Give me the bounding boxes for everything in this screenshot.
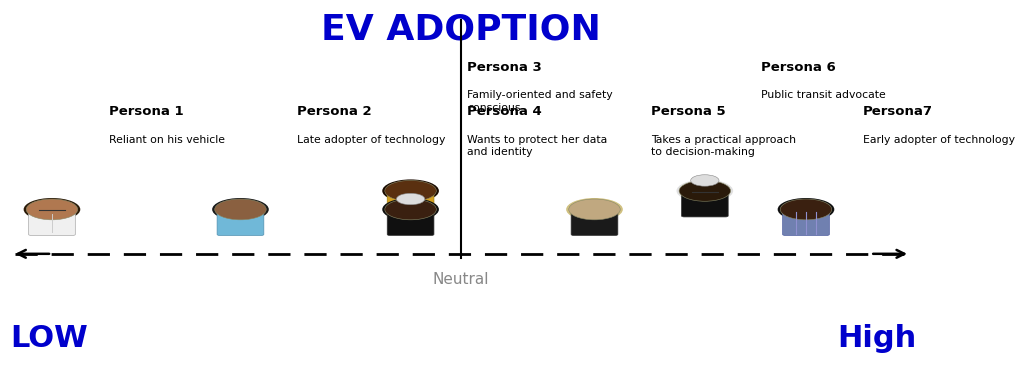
- Circle shape: [568, 199, 621, 220]
- FancyBboxPatch shape: [782, 211, 829, 236]
- Circle shape: [215, 199, 266, 220]
- Circle shape: [677, 180, 733, 202]
- Text: Persona 3: Persona 3: [467, 61, 542, 74]
- Text: Persona 1: Persona 1: [109, 105, 183, 118]
- Text: Public transit advocate: Public transit advocate: [762, 91, 886, 101]
- FancyBboxPatch shape: [233, 208, 248, 214]
- FancyBboxPatch shape: [587, 208, 602, 214]
- FancyBboxPatch shape: [682, 192, 728, 217]
- Circle shape: [679, 181, 730, 201]
- Circle shape: [385, 181, 436, 201]
- Text: Reliant on his vehicle: Reliant on his vehicle: [109, 135, 224, 145]
- Circle shape: [382, 198, 439, 221]
- Text: Neutral: Neutral: [433, 272, 489, 287]
- FancyBboxPatch shape: [387, 192, 434, 217]
- Circle shape: [382, 180, 439, 202]
- FancyBboxPatch shape: [403, 208, 418, 214]
- Text: Late adopter of technology: Late adopter of technology: [297, 135, 445, 145]
- Text: Takes a practical approach
to decision-making: Takes a practical approach to decision-m…: [651, 135, 796, 157]
- Text: LOW: LOW: [10, 324, 88, 353]
- Circle shape: [385, 199, 436, 220]
- FancyBboxPatch shape: [697, 189, 712, 195]
- Circle shape: [566, 198, 623, 221]
- Text: Persona 5: Persona 5: [651, 105, 726, 118]
- FancyBboxPatch shape: [217, 211, 264, 236]
- Text: Persona 2: Persona 2: [297, 105, 372, 118]
- Text: Wants to protect her data
and identity: Wants to protect her data and identity: [467, 135, 607, 157]
- Circle shape: [777, 198, 835, 221]
- Text: Early adopter of technology: Early adopter of technology: [862, 135, 1015, 145]
- Text: Family-oriented and safety
conscious: Family-oriented and safety conscious: [467, 91, 612, 113]
- Text: High: High: [837, 324, 916, 353]
- Circle shape: [212, 198, 268, 221]
- Text: EV ADOPTION: EV ADOPTION: [322, 12, 601, 46]
- Text: Persona 4: Persona 4: [467, 105, 542, 118]
- Circle shape: [24, 198, 80, 221]
- FancyBboxPatch shape: [403, 189, 418, 195]
- Circle shape: [780, 199, 831, 220]
- FancyBboxPatch shape: [571, 211, 617, 236]
- Circle shape: [27, 199, 78, 220]
- Text: Persona7: Persona7: [862, 105, 933, 118]
- Text: Persona 6: Persona 6: [762, 61, 837, 74]
- Circle shape: [690, 175, 719, 186]
- Circle shape: [396, 193, 425, 205]
- FancyBboxPatch shape: [45, 208, 59, 214]
- FancyBboxPatch shape: [799, 208, 813, 214]
- FancyBboxPatch shape: [29, 211, 76, 236]
- FancyBboxPatch shape: [387, 211, 434, 236]
